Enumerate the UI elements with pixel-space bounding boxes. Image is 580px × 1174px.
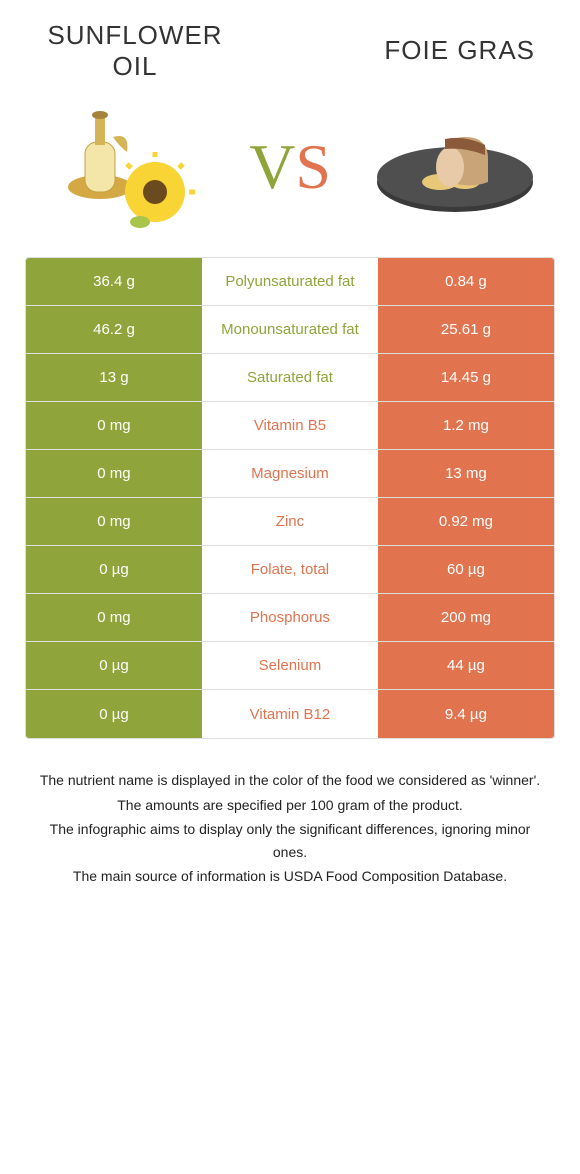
table-row: 0 µgFolate, total60 µg xyxy=(26,546,554,594)
value-left: 46.2 g xyxy=(26,306,202,353)
title-left: SUNFLOWER OIL xyxy=(25,20,245,82)
table-row: 0 mgPhosphorus200 mg xyxy=(26,594,554,642)
nutrient-label: Zinc xyxy=(202,498,378,545)
value-right: 1.2 mg xyxy=(378,402,554,449)
header: SUNFLOWER OIL FOIE GRAS xyxy=(25,20,555,82)
value-left: 0 mg xyxy=(26,498,202,545)
nutrient-label: Monounsaturated fat xyxy=(202,306,378,353)
value-right: 0.92 mg xyxy=(378,498,554,545)
table-row: 0 µgVitamin B129.4 µg xyxy=(26,690,554,738)
comparison-table: 36.4 gPolyunsaturated fat0.84 g46.2 gMon… xyxy=(25,257,555,739)
table-row: 0 mgVitamin B51.2 mg xyxy=(26,402,554,450)
value-right: 9.4 µg xyxy=(378,690,554,738)
nutrient-label: Folate, total xyxy=(202,546,378,593)
value-left: 0 mg xyxy=(26,450,202,497)
value-left: 13 g xyxy=(26,354,202,401)
value-left: 36.4 g xyxy=(26,258,202,305)
value-left: 0 µg xyxy=(26,690,202,738)
value-left: 0 µg xyxy=(26,642,202,689)
value-right: 44 µg xyxy=(378,642,554,689)
footnotes: The nutrient name is displayed in the co… xyxy=(25,769,555,887)
nutrient-label: Selenium xyxy=(202,642,378,689)
table-row: 0 mgZinc0.92 mg xyxy=(26,498,554,546)
footnote-line: The nutrient name is displayed in the co… xyxy=(35,769,545,791)
value-right: 14.45 g xyxy=(378,354,554,401)
nutrient-label: Vitamin B12 xyxy=(202,690,378,738)
nutrient-label: Magnesium xyxy=(202,450,378,497)
vs-v: V xyxy=(249,131,295,202)
value-right: 60 µg xyxy=(378,546,554,593)
nutrient-label: Phosphorus xyxy=(202,594,378,641)
nutrient-label: Vitamin B5 xyxy=(202,402,378,449)
table-row: 13 gSaturated fat14.45 g xyxy=(26,354,554,402)
footnote-line: The main source of information is USDA F… xyxy=(35,865,545,887)
nutrient-label: Polyunsaturated fat xyxy=(202,258,378,305)
image-right xyxy=(365,92,545,242)
value-right: 200 mg xyxy=(378,594,554,641)
table-row: 0 µgSelenium44 µg xyxy=(26,642,554,690)
table-row: 0 mgMagnesium13 mg xyxy=(26,450,554,498)
table-row: 36.4 gPolyunsaturated fat0.84 g xyxy=(26,258,554,306)
images-row: VS xyxy=(25,92,555,242)
value-left: 0 mg xyxy=(26,402,202,449)
title-right: FOIE GRAS xyxy=(335,35,555,66)
value-right: 0.84 g xyxy=(378,258,554,305)
value-right: 13 mg xyxy=(378,450,554,497)
footnote-line: The infographic aims to display only the… xyxy=(35,818,545,863)
value-left: 0 mg xyxy=(26,594,202,641)
vs-s: S xyxy=(295,131,331,202)
value-left: 0 µg xyxy=(26,546,202,593)
image-left xyxy=(35,92,215,242)
footnote-line: The amounts are specified per 100 gram o… xyxy=(35,794,545,816)
vs-label: VS xyxy=(249,130,331,204)
value-right: 25.61 g xyxy=(378,306,554,353)
nutrient-label: Saturated fat xyxy=(202,354,378,401)
table-row: 46.2 gMonounsaturated fat25.61 g xyxy=(26,306,554,354)
